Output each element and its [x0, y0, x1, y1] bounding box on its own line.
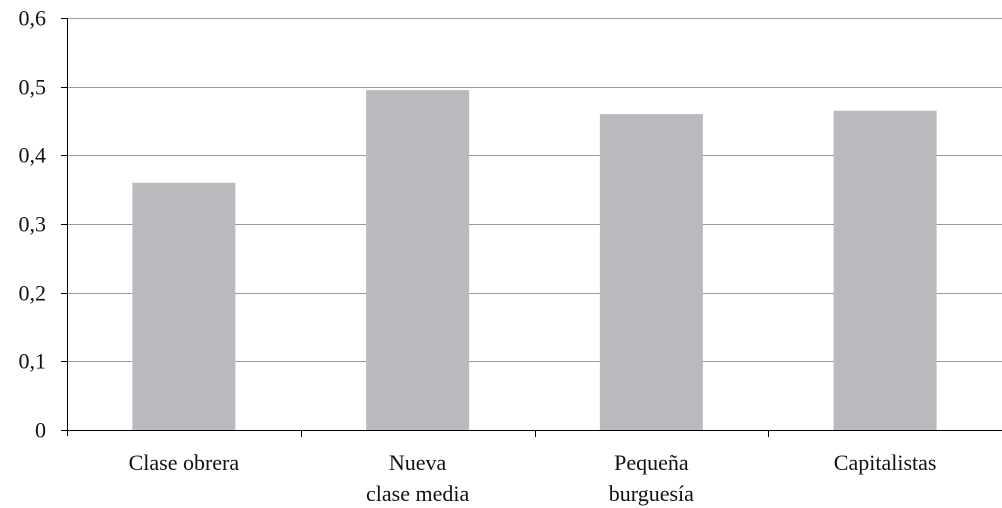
bar [132, 182, 236, 430]
y-tick-labels: 0 0,1 0,2 0,3 0,4 0,5 0,6 [19, 6, 47, 443]
y-tick-label: 0,3 [19, 212, 47, 237]
x-tick-label: clase media [366, 481, 469, 506]
bar [366, 90, 470, 430]
bars [132, 90, 937, 430]
bar [599, 114, 703, 430]
x-tick-label: burguesía [609, 481, 694, 506]
x-tick-label: Nueva [389, 450, 447, 475]
y-tick-label: 0,6 [19, 6, 47, 31]
x-tick-label: Capitalistas [834, 450, 937, 475]
x-tick-labels: Clase obrera Nueva clase media Pequeña burgu… [129, 450, 937, 506]
y-tick-label: 0,4 [19, 143, 47, 168]
y-tick-label: 0 [35, 418, 46, 443]
y-tick-label: 0,1 [19, 349, 47, 374]
y-tick-label: 0,2 [19, 281, 47, 306]
axes [61, 18, 1002, 437]
x-tick-label: Pequeña [614, 450, 689, 475]
y-tick-label: 0,5 [19, 75, 47, 100]
x-tick-label: Clase obrera [129, 450, 240, 475]
bar [833, 110, 937, 430]
